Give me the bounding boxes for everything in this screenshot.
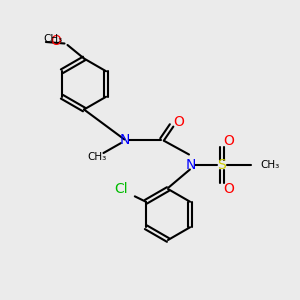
Text: O: O — [223, 182, 234, 196]
Text: S: S — [218, 158, 226, 172]
Text: N: N — [185, 158, 196, 172]
Text: CH₃: CH₃ — [260, 160, 279, 170]
Text: CH₃: CH₃ — [43, 34, 62, 44]
Text: O: O — [51, 34, 62, 48]
Text: CH₃: CH₃ — [87, 152, 106, 162]
Text: N: N — [119, 133, 130, 146]
Text: O: O — [223, 134, 234, 148]
Text: Cl: Cl — [114, 182, 128, 196]
Text: O: O — [173, 116, 184, 129]
